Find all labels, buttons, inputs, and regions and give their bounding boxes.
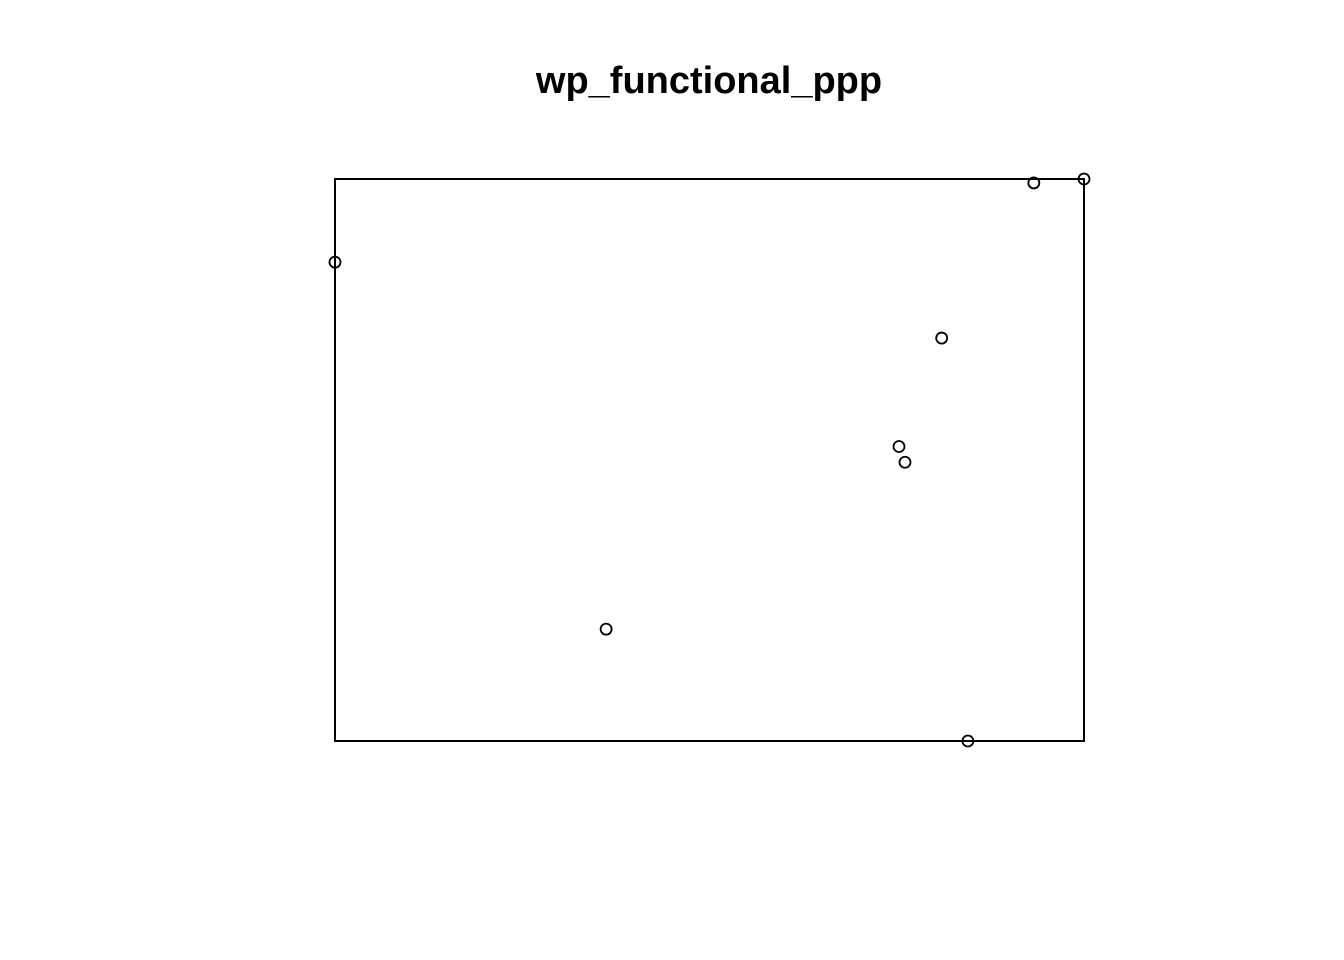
data-point-8 bbox=[961, 734, 975, 748]
points-layer bbox=[328, 172, 1091, 748]
plot-title: wp_functional_ppp bbox=[535, 60, 882, 102]
data-point-5 bbox=[892, 440, 906, 453]
data-point-1 bbox=[328, 255, 342, 269]
data-point-3 bbox=[1077, 172, 1091, 186]
data-point-4 bbox=[935, 331, 949, 345]
data-point-6 bbox=[898, 455, 912, 469]
data-point-7 bbox=[599, 622, 613, 636]
observation-window bbox=[334, 178, 1085, 742]
data-point-2 bbox=[1027, 176, 1041, 190]
